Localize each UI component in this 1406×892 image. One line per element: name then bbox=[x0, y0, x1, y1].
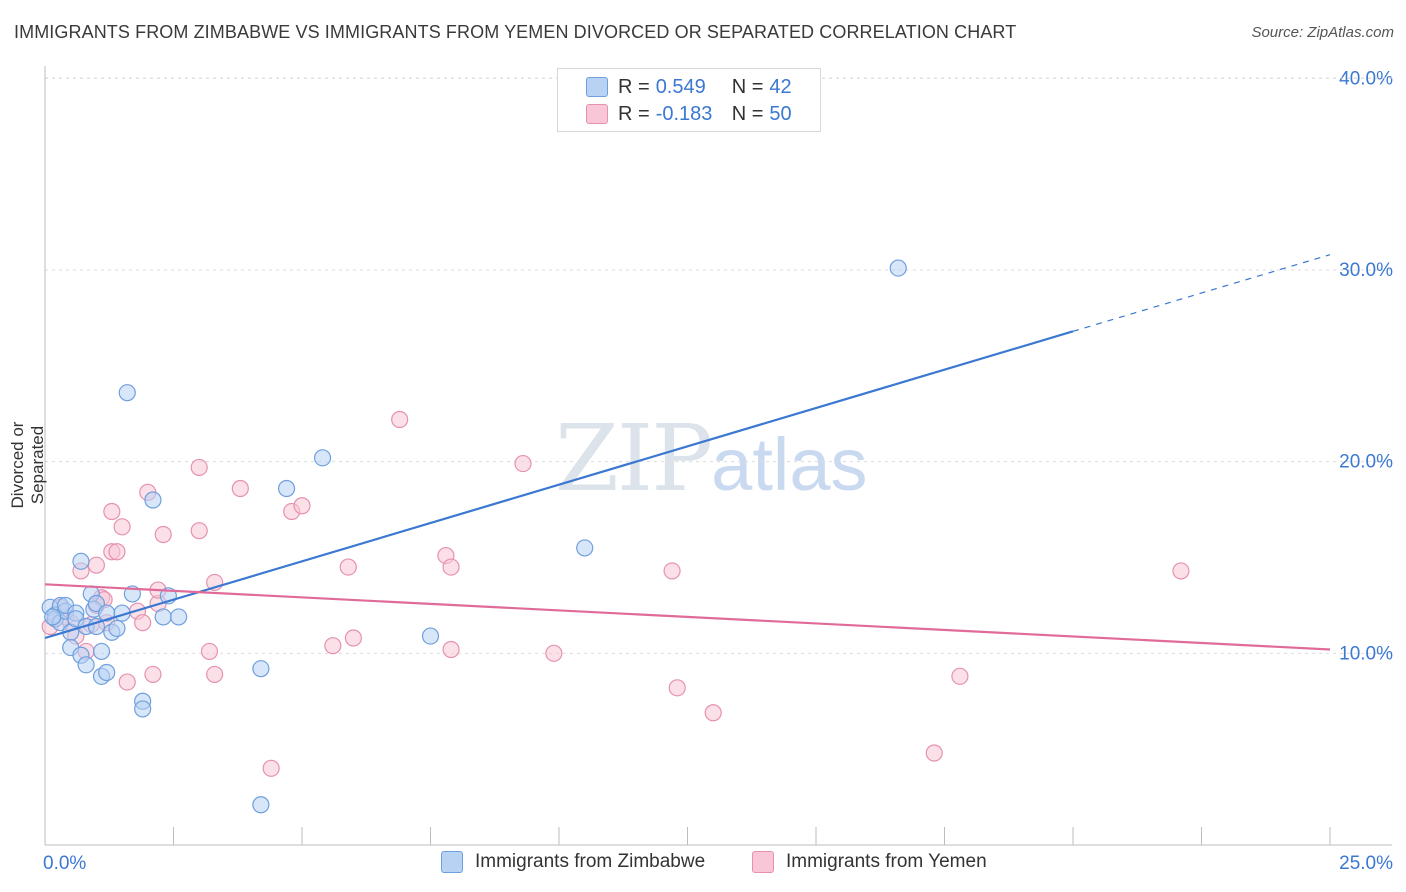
zimbabwe-point bbox=[252, 796, 270, 814]
zimbabwe-point bbox=[77, 656, 95, 674]
y-tick-label: 10.0% bbox=[1339, 643, 1393, 664]
yemen-point bbox=[925, 744, 943, 762]
yemen-point bbox=[103, 502, 121, 521]
yemen-point bbox=[344, 629, 362, 647]
n-value: 42 bbox=[769, 75, 792, 98]
yemen-point bbox=[668, 679, 686, 697]
chart-title: IMMIGRANTS FROM ZIMBABWE VS IMMIGRANTS F… bbox=[14, 22, 1017, 42]
r-label: R = bbox=[618, 75, 650, 98]
y-tick-label: 30.0% bbox=[1339, 260, 1393, 281]
yemen-point bbox=[1172, 562, 1190, 580]
zimbabwe-point bbox=[889, 259, 907, 277]
yemen-swatch bbox=[752, 851, 774, 873]
yemen-point bbox=[206, 665, 224, 684]
zimbabwe-point bbox=[44, 608, 62, 626]
yemen-point bbox=[951, 667, 969, 685]
yemen-trend-line bbox=[44, 583, 1331, 651]
zimbabwe-point bbox=[277, 479, 296, 498]
n-value: 50 bbox=[769, 102, 792, 125]
zimbabwe-point bbox=[108, 619, 126, 638]
yemen-point bbox=[704, 704, 722, 722]
yemen-point bbox=[391, 410, 409, 429]
y-tick-label: 20.0% bbox=[1339, 452, 1393, 473]
y-tick-label: 40.0% bbox=[1339, 68, 1393, 89]
zimbabwe-point bbox=[170, 608, 188, 626]
zimbabwe-swatch bbox=[586, 77, 608, 97]
zimbabwe-point bbox=[118, 384, 136, 402]
x-tick-label: 25.0% bbox=[1339, 853, 1393, 874]
n-label: N = bbox=[731, 102, 764, 125]
legend-item-yemen[interactable]: Immigrants from Yemen bbox=[752, 851, 987, 873]
yemen-point bbox=[293, 497, 311, 515]
zimbabwe-trend-line bbox=[44, 330, 1074, 640]
zimbabwe-point bbox=[98, 663, 116, 682]
legend-row-zimbabwe: R = 0.549 N = 42 bbox=[586, 74, 792, 100]
yemen-point bbox=[87, 556, 106, 574]
r-value: -0.183 bbox=[655, 102, 713, 125]
zimbabwe-point bbox=[421, 627, 440, 645]
yemen-point bbox=[144, 665, 162, 684]
r-label: R = bbox=[618, 102, 650, 125]
correlation-legend: R = 0.549 N = 42 R = -0.183 N = 50 bbox=[557, 68, 821, 132]
yemen-point bbox=[231, 479, 249, 498]
yemen-point bbox=[545, 644, 563, 662]
yemen-point bbox=[514, 454, 532, 473]
yemen-point bbox=[262, 759, 280, 777]
legend-label-yemen: Immigrants from Yemen bbox=[786, 851, 987, 872]
zimbabwe-point bbox=[72, 552, 90, 570]
yemen-point bbox=[154, 525, 172, 544]
yemen-point bbox=[442, 640, 460, 659]
yemen-point bbox=[190, 522, 208, 540]
yemen-point bbox=[663, 562, 681, 580]
yemen-point bbox=[324, 637, 342, 655]
zimbabwe-point bbox=[252, 660, 270, 678]
watermark: ZIPatlas bbox=[555, 405, 867, 512]
zimbabwe-point bbox=[154, 608, 172, 626]
zimbabwe-point bbox=[576, 539, 594, 557]
source-label: Source: ZipAtlas.com bbox=[1251, 24, 1394, 41]
zimbabwe-point bbox=[92, 642, 111, 661]
yemen-point bbox=[339, 558, 357, 576]
watermark-atlas: atlas bbox=[711, 423, 868, 506]
legend-label-zimbabwe: Immigrants from Zimbabwe bbox=[475, 851, 706, 872]
yemen-point bbox=[118, 673, 136, 691]
watermark-zip: ZIP bbox=[555, 405, 713, 512]
yemen-point bbox=[113, 518, 131, 536]
yemen-point bbox=[200, 642, 219, 661]
r-value: 0.549 bbox=[655, 75, 706, 98]
zimbabwe-point bbox=[134, 700, 152, 718]
yemen-point bbox=[134, 614, 152, 632]
yemen-point bbox=[190, 458, 208, 477]
yemen-point bbox=[442, 558, 460, 576]
zimbabwe-trend-extension bbox=[1072, 254, 1331, 332]
x-tick-label: 0.0% bbox=[43, 853, 86, 874]
zimbabwe-swatch bbox=[441, 851, 463, 873]
legend-item-zimbabwe[interactable]: Immigrants from Zimbabwe bbox=[441, 851, 705, 873]
zimbabwe-point bbox=[313, 449, 332, 467]
y-axis-label: Divorced or Separated bbox=[8, 421, 47, 509]
yemen-point bbox=[108, 543, 126, 561]
n-label: N = bbox=[731, 75, 764, 98]
yemen-swatch bbox=[586, 104, 608, 124]
zimbabwe-point bbox=[144, 491, 162, 509]
legend-row-yemen: R = -0.183 N = 50 bbox=[586, 101, 792, 127]
